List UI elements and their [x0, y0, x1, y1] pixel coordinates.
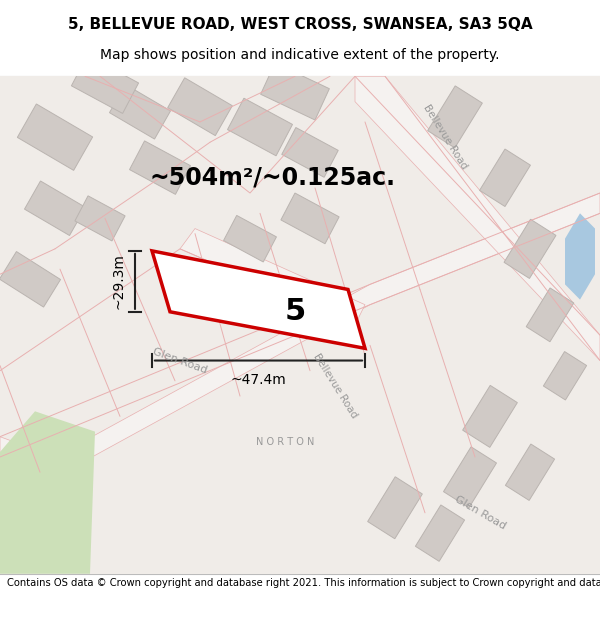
Polygon shape	[260, 63, 329, 120]
Polygon shape	[282, 127, 338, 177]
Text: Contains OS data © Crown copyright and database right 2021. This information is : Contains OS data © Crown copyright and d…	[7, 578, 600, 588]
Text: 5: 5	[284, 298, 305, 326]
Text: 5, BELLEVUE ROAD, WEST CROSS, SWANSEA, SA3 5QA: 5, BELLEVUE ROAD, WEST CROSS, SWANSEA, S…	[68, 17, 532, 32]
Text: Map shows position and indicative extent of the property.: Map shows position and indicative extent…	[100, 48, 500, 62]
Polygon shape	[0, 411, 95, 574]
Polygon shape	[25, 181, 86, 236]
Polygon shape	[544, 351, 587, 400]
Polygon shape	[0, 251, 61, 307]
Polygon shape	[180, 229, 365, 325]
Polygon shape	[109, 84, 170, 139]
Polygon shape	[355, 76, 600, 361]
Polygon shape	[565, 213, 595, 299]
Polygon shape	[227, 98, 292, 156]
Polygon shape	[0, 193, 600, 478]
Polygon shape	[71, 55, 139, 113]
Text: Bellevue Road: Bellevue Road	[421, 103, 469, 171]
Text: ~47.4m: ~47.4m	[230, 372, 286, 387]
Polygon shape	[224, 216, 277, 262]
Polygon shape	[152, 251, 365, 348]
Text: ~504m²/~0.125ac.: ~504m²/~0.125ac.	[150, 166, 396, 190]
Text: Glen Road: Glen Road	[151, 346, 209, 375]
Polygon shape	[415, 505, 464, 561]
Polygon shape	[479, 149, 530, 206]
Polygon shape	[368, 477, 422, 539]
Polygon shape	[504, 219, 556, 279]
Polygon shape	[0, 76, 600, 574]
Polygon shape	[130, 141, 190, 194]
Text: Glen Road: Glen Road	[453, 494, 507, 531]
Polygon shape	[526, 288, 574, 342]
Text: N O R T O N: N O R T O N	[256, 437, 314, 447]
Polygon shape	[75, 196, 125, 241]
Polygon shape	[179, 261, 232, 308]
Polygon shape	[443, 447, 496, 508]
Text: Bellevue Road: Bellevue Road	[311, 352, 359, 420]
Polygon shape	[463, 386, 517, 448]
Polygon shape	[505, 444, 554, 501]
Polygon shape	[17, 104, 92, 171]
Polygon shape	[281, 193, 339, 244]
Polygon shape	[428, 86, 482, 148]
Text: ~29.3m: ~29.3m	[111, 253, 125, 309]
Polygon shape	[167, 78, 232, 136]
